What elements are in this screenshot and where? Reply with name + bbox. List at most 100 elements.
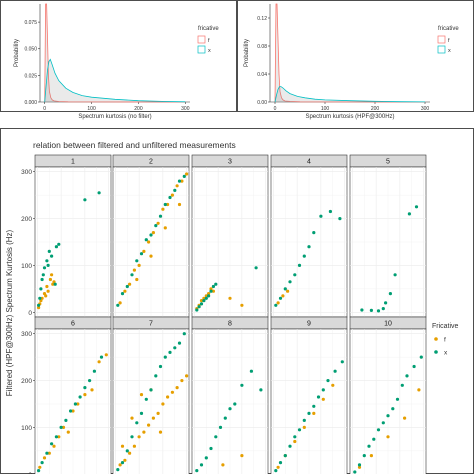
y-tick-label: 100: [21, 425, 32, 432]
point-x: [38, 296, 42, 300]
point-x: [168, 350, 172, 354]
legend-key-x: [437, 45, 446, 54]
y-tick-label: 300: [21, 169, 32, 176]
point-x: [353, 470, 357, 474]
point-x: [99, 355, 104, 359]
point-x: [92, 369, 96, 373]
facet-panel-5: 5: [349, 154, 427, 318]
point-f: [403, 416, 407, 420]
y-axis-title: Probability: [14, 39, 20, 67]
density-panel-2: 0.00 0.04 0.08 0.12 0 100 200 300 Spectrum kurto…: [237, 0, 474, 120]
point-x: [54, 245, 59, 249]
point-f: [276, 301, 280, 305]
point-x: [207, 294, 211, 298]
point-x: [173, 188, 177, 192]
point-f: [276, 465, 280, 469]
density-line-f: [44, 3, 186, 103]
point-x: [293, 273, 297, 277]
point-x: [130, 435, 134, 439]
point-x: [386, 414, 390, 418]
point-x: [312, 404, 316, 408]
point-f: [156, 411, 160, 415]
chart-title: relation between filtered and unfiltered…: [33, 140, 236, 150]
density-panel-1: 0.000 0.025 0.050 0.075 0 100 200 300 Spectrum k…: [0, 0, 237, 120]
point-f: [151, 416, 155, 420]
point-f: [57, 435, 61, 439]
facet-panel-7: 7: [112, 316, 190, 474]
point-f: [207, 292, 211, 296]
point-f: [45, 284, 49, 289]
point-x: [64, 418, 68, 422]
legend-label-x: x: [444, 350, 448, 357]
point-x: [116, 468, 120, 472]
point-f: [321, 397, 325, 401]
point-x: [144, 238, 148, 242]
point-x: [326, 379, 330, 383]
legend-key-f: [197, 35, 206, 44]
point-x: [214, 435, 218, 439]
point-x: [381, 307, 385, 311]
point-f: [386, 435, 390, 439]
y-tick-label: 0.050: [24, 47, 37, 53]
point-x: [37, 469, 41, 473]
legend-label-f: f: [208, 38, 210, 44]
facet-strip-label: 4: [307, 159, 311, 166]
point-f: [120, 444, 125, 448]
point-x: [199, 463, 204, 467]
point-x: [120, 292, 125, 296]
facet-strip-label: 6: [71, 321, 75, 328]
point-x: [45, 259, 49, 263]
x-tick-label: 200: [371, 106, 380, 112]
point-f: [130, 416, 134, 420]
y-tick-label: 0: [28, 472, 32, 474]
point-f: [142, 430, 146, 434]
density-fill-x: [275, 86, 425, 102]
x-axis-title: Spectrum kurtosis (HPF@300Hz): [305, 114, 394, 120]
point-f: [61, 425, 66, 429]
point-x: [381, 421, 385, 425]
point-x: [340, 360, 344, 364]
point-f: [151, 231, 155, 235]
legend-label-x: x: [448, 48, 451, 54]
point-x: [391, 407, 395, 411]
y-axis-title: Probability: [244, 39, 250, 67]
point-f: [202, 296, 206, 300]
point-x: [195, 308, 199, 312]
point-x: [419, 355, 423, 359]
point-x: [254, 266, 258, 270]
point-x: [120, 461, 125, 465]
point-f: [209, 287, 213, 291]
point-x: [278, 461, 283, 465]
point-f: [240, 303, 244, 307]
point-x: [223, 416, 227, 420]
x-tick-label: 300: [181, 106, 190, 112]
point-f: [281, 294, 285, 298]
point-f: [302, 425, 306, 429]
point-x: [199, 302, 204, 306]
facet-strip-label: 8: [228, 321, 232, 328]
point-x: [259, 388, 263, 392]
x-tick-label: 100: [321, 106, 330, 112]
point-x: [130, 273, 134, 277]
point-x: [78, 395, 82, 399]
point-f: [240, 454, 244, 458]
point-f: [199, 299, 204, 303]
point-x: [97, 191, 101, 195]
point-x: [158, 364, 163, 369]
point-f: [118, 301, 122, 305]
point-x: [283, 287, 287, 291]
legend-key-f: [434, 337, 438, 341]
point-x: [249, 369, 253, 373]
point-f: [51, 282, 55, 286]
point-x: [173, 346, 177, 350]
point-x: [307, 411, 311, 415]
point-f: [128, 451, 132, 455]
point-x: [135, 421, 139, 425]
point-x: [204, 296, 208, 300]
point-f: [286, 289, 290, 293]
point-x: [195, 469, 199, 473]
density-fill-x: [44, 59, 186, 102]
point-x: [40, 461, 44, 465]
point-x: [88, 379, 92, 383]
legend-key-x: [197, 45, 206, 54]
